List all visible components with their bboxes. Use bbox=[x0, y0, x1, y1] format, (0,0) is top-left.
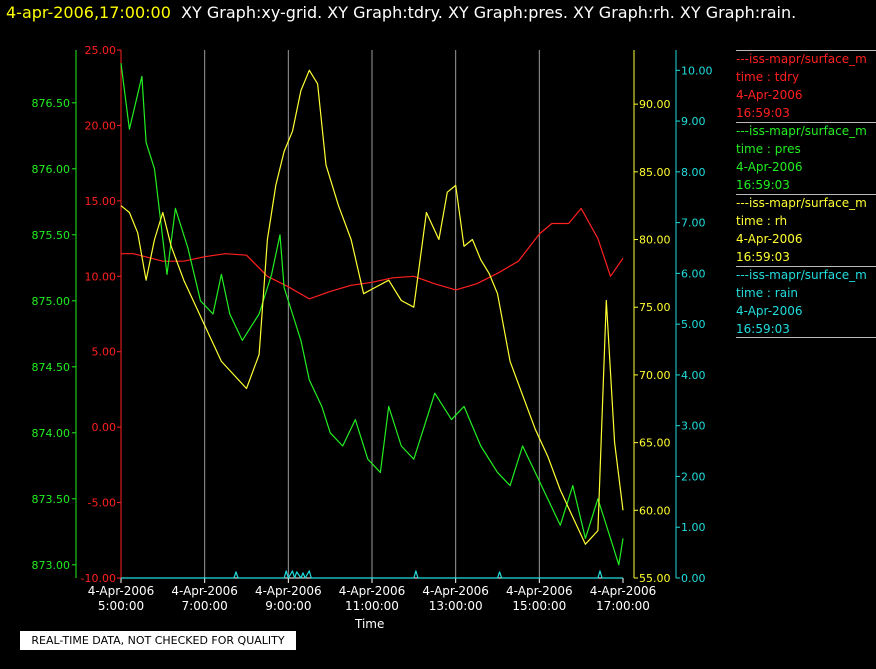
legend-series-label: time : rh bbox=[736, 214, 788, 228]
x-tick-label-time: 7:00:00 bbox=[182, 599, 228, 613]
rh-tick-label: 60.00 bbox=[639, 504, 671, 517]
tdry-tick-label: 25.00 bbox=[85, 44, 117, 57]
rain-tick-label: 0.00 bbox=[681, 572, 706, 585]
legend-date: 4-Apr-2006 bbox=[736, 88, 803, 102]
x-tick-label-date: 4-Apr-2006 bbox=[590, 584, 657, 598]
rain-tick-label: 7.00 bbox=[681, 217, 706, 230]
pres-tick-label: 875.50 bbox=[32, 229, 71, 242]
rain-tick-label: 9.00 bbox=[681, 115, 706, 128]
xy-graph[interactable]: 4-Apr-20065:00:004-Apr-20067:00:004-Apr-… bbox=[0, 0, 736, 640]
rain-tick-label: 5.00 bbox=[681, 318, 706, 331]
pres-tick-label: 873.00 bbox=[32, 559, 71, 572]
legend-entry-rh[interactable]: ---iss-mapr/surface_m time : rh 4-Apr-20… bbox=[736, 194, 876, 266]
rh-tick-label: 75.00 bbox=[639, 301, 671, 314]
x-tick-label-time: 5:00:00 bbox=[98, 599, 144, 613]
legend-series-label: time : tdry bbox=[736, 70, 800, 84]
legend-series-label: time : pres bbox=[736, 142, 801, 156]
tdry-tick-label: 10.00 bbox=[85, 270, 117, 283]
tdry-tick-label: 15.00 bbox=[85, 195, 117, 208]
rain-tick-label: 2.00 bbox=[681, 470, 706, 483]
pres-tick-label: 876.50 bbox=[32, 97, 71, 110]
legend-date: 4-Apr-2006 bbox=[736, 232, 803, 246]
legend-time: 16:59:03 bbox=[736, 322, 790, 336]
x-tick-label-date: 4-Apr-2006 bbox=[255, 584, 322, 598]
x-tick-label-time: 11:00:00 bbox=[345, 599, 399, 613]
legend-series-label: time : rain bbox=[736, 286, 799, 300]
rain-tick-label: 3.00 bbox=[681, 420, 706, 433]
pres-tick-label: 876.00 bbox=[32, 163, 71, 176]
timestamp: 4-apr-2006,17:00:00 bbox=[6, 3, 171, 22]
x-tick-label-date: 4-Apr-2006 bbox=[422, 584, 489, 598]
rain-tick-label: 1.00 bbox=[681, 521, 706, 534]
rh-tick-label: 65.00 bbox=[639, 437, 671, 450]
tdry-tick-label: 5.00 bbox=[92, 346, 117, 359]
legend-entry-rain[interactable]: ---iss-mapr/surface_m time : rain 4-Apr-… bbox=[736, 266, 876, 338]
pres-tick-label: 874.00 bbox=[32, 427, 71, 440]
legend-series-name: ---iss-mapr/surface_m bbox=[736, 268, 867, 282]
x-tick-label-date: 4-Apr-2006 bbox=[171, 584, 238, 598]
tdry-tick-label: 20.00 bbox=[85, 119, 117, 132]
x-tick-label-date: 4-Apr-2006 bbox=[88, 584, 155, 598]
rh-tick-label: 80.00 bbox=[639, 234, 671, 247]
tdry-tick-label: 0.00 bbox=[92, 421, 117, 434]
rh-tick-label: 55.00 bbox=[639, 572, 671, 585]
x-tick-label-date: 4-Apr-2006 bbox=[506, 584, 573, 598]
x-axis-label: Time bbox=[355, 617, 385, 631]
series-line-tdry bbox=[121, 207, 624, 300]
legend-entry-pres[interactable]: ---iss-mapr/surface_m time : pres 4-Apr-… bbox=[736, 122, 876, 194]
rain-tick-label: 8.00 bbox=[681, 166, 706, 179]
rain-tick-label: 10.00 bbox=[681, 64, 713, 77]
tdry-tick-label: -10.00 bbox=[81, 572, 116, 585]
x-tick-label-time: 9:00:00 bbox=[265, 599, 311, 613]
rain-tick-label: 6.00 bbox=[681, 267, 706, 280]
legend-date: 4-Apr-2006 bbox=[736, 160, 803, 174]
x-tick-label-date: 4-Apr-2006 bbox=[339, 584, 406, 598]
grid-lines bbox=[204, 50, 540, 578]
series-line-rain bbox=[121, 570, 623, 579]
tdry-tick-label: -5.00 bbox=[88, 497, 116, 510]
graph-list: XY Graph:xy-grid. XY Graph:tdry. XY Grap… bbox=[181, 3, 797, 22]
pres-tick-label: 875.00 bbox=[32, 295, 71, 308]
x-tick-label-time: 15:00:00 bbox=[512, 599, 566, 613]
pres-tick-label: 873.50 bbox=[32, 493, 71, 506]
pres-tick-label: 874.50 bbox=[32, 361, 71, 374]
x-tick-label-time: 17:00:00 bbox=[596, 599, 650, 613]
legend-date: 4-Apr-2006 bbox=[736, 304, 803, 318]
series-lines bbox=[120, 63, 624, 579]
window-title-bar: 4-apr-2006,17:00:00 XY Graph:xy-grid. XY… bbox=[6, 3, 796, 22]
legend-entry-tdry[interactable]: ---iss-mapr/surface_m time : tdry 4-Apr-… bbox=[736, 50, 876, 122]
legend-series-name: ---iss-mapr/surface_m bbox=[736, 124, 867, 138]
rh-tick-label: 70.00 bbox=[639, 369, 671, 382]
rh-tick-label: 85.00 bbox=[639, 166, 671, 179]
series-line-rh bbox=[120, 69, 624, 545]
legend-series-name: ---iss-mapr/surface_m bbox=[736, 52, 867, 66]
legend-time: 16:59:03 bbox=[736, 250, 790, 264]
quality-notice: REAL-TIME DATA, NOT CHECKED FOR QUALITY bbox=[20, 631, 296, 650]
rain-tick-label: 4.00 bbox=[681, 369, 706, 382]
legend-series-name: ---iss-mapr/surface_m bbox=[736, 196, 867, 210]
legend-time: 16:59:03 bbox=[736, 178, 790, 192]
rh-tick-label: 90.00 bbox=[639, 98, 671, 111]
legend-time: 16:59:03 bbox=[736, 106, 790, 120]
x-tick-label-time: 13:00:00 bbox=[429, 599, 483, 613]
series-line-pres bbox=[120, 63, 624, 566]
